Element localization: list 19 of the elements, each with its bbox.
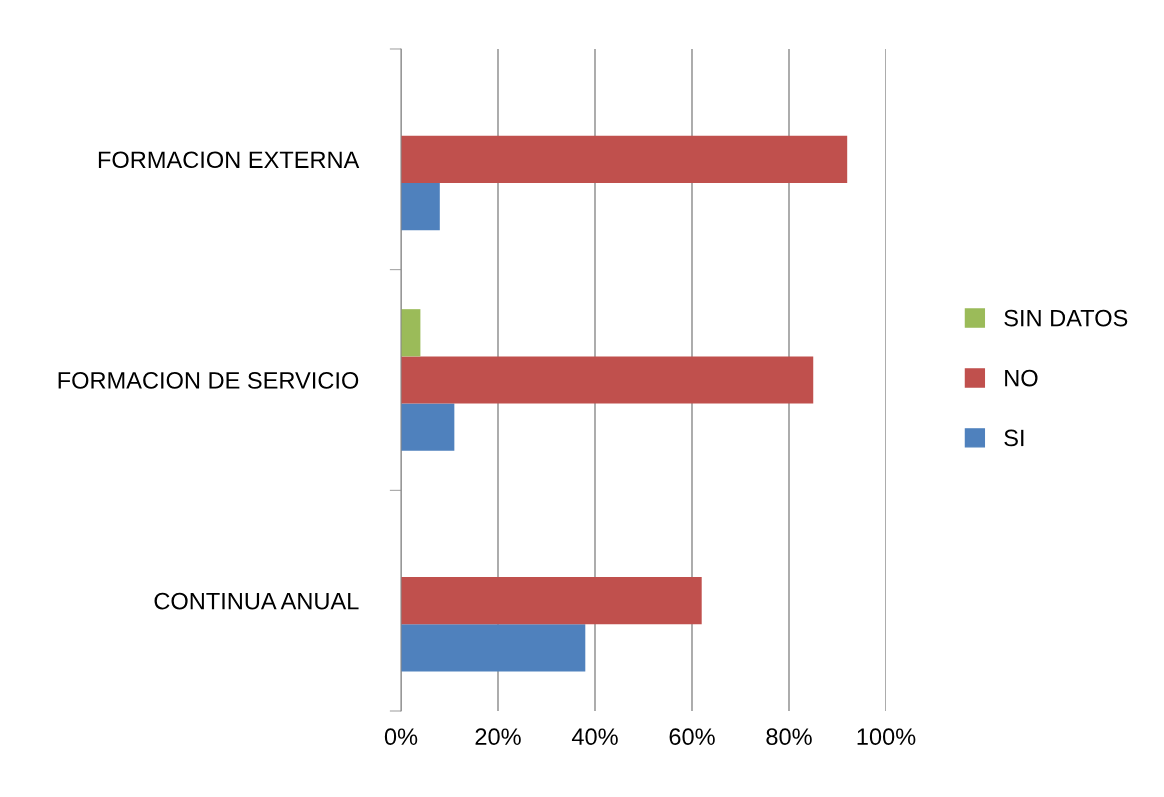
y-tick-label: FORMACION EXTERNA [98,151,360,169]
legend-label: NO [1005,369,1038,387]
x-tick-label: 40% [571,728,618,746]
bar [401,624,586,672]
bar [401,403,455,451]
legend-label: SI [1004,429,1024,447]
x-tick-label: 0% [384,728,418,746]
bar [401,135,848,183]
x-tick-label: 80% [766,728,812,746]
bar [401,309,421,357]
x-tick-label: 20% [475,728,521,746]
bar [401,182,440,231]
bar [401,577,702,625]
legend-label: SIN DATOS [1004,309,1128,327]
x-tick-label: 60% [669,728,715,746]
y-tick-label: FORMACION DE SERVICIO [58,372,359,389]
y-tick-label: CONTINUA ANUAL [154,592,359,610]
x-tick-label: 100% [857,728,916,746]
bar [401,356,814,404]
